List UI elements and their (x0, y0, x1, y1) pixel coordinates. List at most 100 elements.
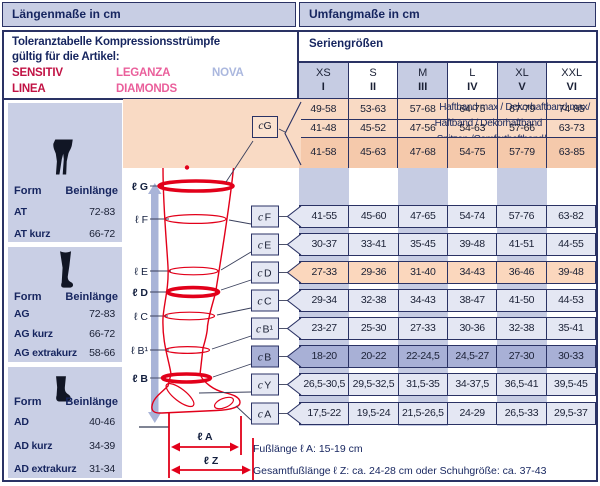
series-sizes-title: Seriengrößen (309, 38, 384, 50)
value-cell: 39-48 (558, 266, 584, 278)
table-row-cF: 41-55 45-60 47-65 54-74 57-76 63-82 (299, 205, 596, 228)
form-label: Form (14, 185, 42, 197)
value-cell: 30-37 (300, 234, 350, 255)
total-foot-length-label-lZ: ℓ Z (204, 455, 219, 467)
value-cell: 24-29 (448, 403, 498, 424)
value-cell: 63-73 (558, 122, 585, 134)
tolerance-title-line1: Toleranztabelle Kompressionsstrümpfe (12, 36, 220, 48)
row-chevron-cC (286, 289, 302, 312)
table-row-haftband: 41-48 45-52 47-56 54-63 57-66 63-73 (299, 120, 596, 138)
value-cell: 31-40 (399, 262, 448, 283)
foot-length-lines (168, 413, 254, 480)
connector-lines (198, 128, 287, 421)
value-cell: 22-24,5 (399, 346, 448, 367)
value-cell: 54-63 (448, 120, 498, 137)
haftband-label-1: Haftband max / Dekorhaftband max/ (439, 102, 590, 113)
length-label-lF: ℓ F (135, 214, 148, 226)
row-chevron-cB (286, 345, 302, 368)
value-cell: 54-75 (448, 138, 498, 168)
value-cell: 45-63 (349, 138, 399, 168)
row-chevron-cD (286, 261, 302, 284)
length-label-lB1: ℓ B¹ (131, 345, 148, 357)
value-cell: 36-46 (497, 262, 547, 283)
length-label-lB: ℓ B (132, 373, 148, 385)
stocking-icon (54, 251, 76, 294)
value-cell: 29,5-32,5 (349, 374, 399, 395)
value-cell: 34-43 (448, 262, 498, 283)
value-cell: 67-79 (498, 99, 548, 119)
foot-length-note: Fußlänge ℓ A: 15-19 cm (253, 443, 363, 455)
length-label-lC: ℓ C (134, 311, 148, 323)
leg-length-label: Beinlänge (65, 396, 118, 408)
value-cell: 35-45 (399, 234, 448, 255)
value-cell: 36,5-41 (497, 374, 547, 395)
table-row-spitzenhaftband: 41-58 45-63 47-68 54-75 57-79 63-85 (299, 138, 596, 168)
column-header-s: S II (348, 63, 399, 98)
length-label-lE: ℓ E (135, 266, 148, 278)
value-cell: 53-63 (349, 99, 399, 119)
measure-rings (157, 179, 235, 410)
marker-box-cB1: c B¹ (256, 324, 274, 336)
row-chevron-cF (286, 205, 302, 228)
value-cell: 57-68 (398, 99, 449, 119)
value-cell: 30-36 (448, 318, 498, 339)
haftband-section: Haftband max / Dekorhaftband max/ Haftba… (123, 99, 596, 168)
marker-box-cG: cG (252, 116, 278, 138)
brand-sensitiv: SENSITIV (12, 67, 63, 79)
value-cell: 57-79 (498, 138, 548, 168)
form-box-AG: Form Beinlänge AG 72-83 AG kurz 66-72 AG ex… (8, 247, 122, 362)
value-cell: 29,5-37 (554, 407, 588, 419)
value-cell: 74-85 (558, 103, 585, 115)
form-entry-AD-extrakurz: AD extrakurz 31-34 (14, 463, 115, 475)
value-cell: 49-58 (299, 99, 349, 119)
row-chevron-cA (286, 402, 302, 425)
leg-length-label: Beinlänge (65, 185, 118, 197)
value-cell: 41-55 (300, 206, 350, 227)
form-entry-AT: AT 72-83 (14, 206, 115, 218)
leg-outline (151, 167, 241, 414)
length-ruler (151, 193, 159, 413)
value-cell: 17,5-22 (300, 403, 350, 424)
value-cell: 57-66 (498, 120, 548, 137)
form-entry-AG: AG 72-83 (14, 308, 115, 320)
value-cell: 21,5-26,5 (399, 403, 448, 424)
value-cell: 34-37,5 (448, 374, 498, 395)
value-cell: 41-58 (299, 138, 349, 168)
value-cell: 38-47 (448, 290, 498, 311)
brand-linea: LINEA (12, 83, 46, 95)
value-cell: 54-74 (448, 206, 498, 227)
value-cell: 34-43 (399, 290, 448, 311)
value-cell: 29-34 (300, 290, 350, 311)
value-cell: 63-85 (558, 146, 585, 158)
form-label: Form (14, 396, 42, 408)
value-cell: 63-82 (558, 210, 584, 222)
form-box-AT: Form Beinlänge AT 72-83 AT kurz 66-72 (8, 103, 122, 242)
value-cell: 41-48 (299, 120, 349, 137)
table-row-cB: 18-20 20-22 22-24,5 24,5-27 27-30 30-33 (299, 345, 596, 368)
value-cell: 32-38 (349, 290, 399, 311)
arrowheads (171, 442, 251, 475)
table-row-haftband-max: 49-58 53-63 57-68 64-75 67-79 74-85 (299, 99, 596, 120)
value-cell: 45-52 (349, 120, 399, 137)
value-cell: 23-27 (300, 318, 350, 339)
ruler-arrow-down-icon (148, 412, 162, 423)
brand-diamonds: DIAMONDS (116, 83, 178, 95)
column-header-xxl: XXL VI (547, 63, 597, 98)
value-cell: 41-51 (497, 234, 547, 255)
table-row-cE: 30-37 33-41 35-45 39-48 41-51 44-55 (299, 233, 596, 256)
foot-length-label-lA: ℓ A (197, 431, 213, 443)
column-header-l: L IV (448, 63, 498, 98)
value-cell: 27-30 (497, 346, 547, 367)
value-cell: 44-55 (558, 238, 584, 250)
form-entry-AG-kurz: AG kurz 66-72 (14, 328, 115, 340)
column-header-xs: XS I (299, 63, 349, 98)
value-cell: 30-33 (558, 350, 584, 362)
value-cell: 19,5-24 (349, 403, 399, 424)
value-cell: 27-33 (399, 318, 448, 339)
